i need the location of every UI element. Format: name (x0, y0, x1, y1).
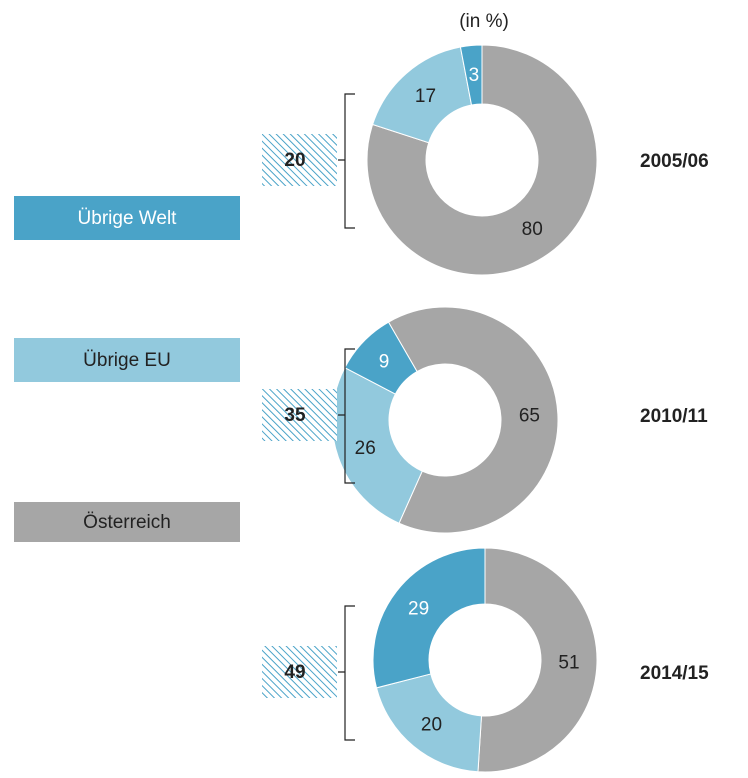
total-label: 20 (284, 150, 305, 171)
legend-label: Übrige EU (83, 350, 171, 371)
subtitle: (in %) (459, 11, 509, 32)
total-label: 49 (284, 662, 305, 683)
data-label: 51 (558, 653, 579, 674)
bracket (338, 605, 355, 741)
data-label: 20 (421, 715, 442, 736)
donut-segment (372, 547, 486, 689)
data-label: 26 (355, 438, 376, 459)
donut-segment (477, 547, 598, 773)
bracket (338, 348, 355, 484)
total-box (262, 134, 337, 186)
donut-segment (387, 306, 559, 534)
legend-label: Österreich (83, 512, 171, 533)
legend-swatch (14, 196, 240, 240)
donut-segment (344, 321, 418, 395)
data-label: 9 (379, 352, 390, 373)
donut-segment (331, 366, 423, 524)
chart-title: 2014/15 (640, 663, 709, 684)
total-label: 35 (284, 405, 306, 426)
legend-swatch (14, 502, 240, 542)
data-label: 17 (415, 86, 436, 107)
chart-title: 2005/06 (640, 151, 709, 172)
total-box (262, 389, 337, 441)
bracket (338, 93, 355, 229)
donut-segment (366, 44, 598, 276)
chart-title: 2010/11 (640, 406, 708, 427)
data-label: 65 (519, 406, 540, 427)
legend-label: Übrige Welt (78, 208, 178, 229)
data-label: 3 (469, 65, 480, 86)
data-label: 80 (522, 219, 543, 240)
total-box (262, 646, 337, 698)
legend-swatch (14, 338, 240, 382)
data-label: 29 (408, 599, 429, 620)
donut-segment (459, 44, 483, 106)
